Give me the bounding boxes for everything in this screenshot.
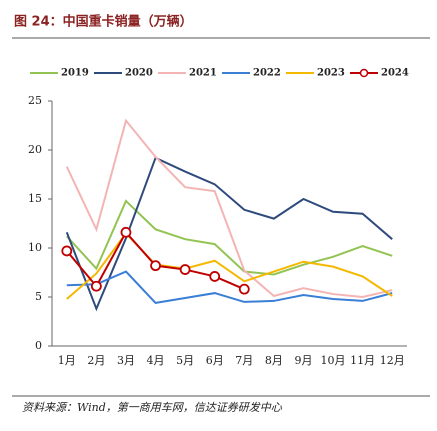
y-tick-label: 5 (35, 290, 42, 303)
legend-label: 2024 (381, 68, 409, 79)
series-line (66, 270, 393, 304)
legend-label: 2020 (125, 68, 153, 79)
point-marker (179, 264, 191, 275)
point-marker (238, 283, 250, 295)
x-tick-label: 5月 (176, 354, 194, 367)
x-tick-label: 11月 (350, 354, 375, 367)
series-line (66, 231, 393, 300)
chart-title: 图 24：中国重卡销量（万辆） (14, 14, 193, 30)
x-tick-label: 12月 (380, 354, 405, 367)
y-tick-label: 0 (35, 339, 42, 352)
x-tick-label: 1月 (58, 354, 76, 367)
x-tick-label: 6月 (206, 354, 224, 367)
series-line (66, 199, 393, 276)
x-tick-label: 7月 (235, 354, 253, 367)
legend-label: 2021 (189, 68, 217, 79)
x-tick-label: 9月 (294, 354, 312, 367)
source: 资料来源：Wind，第一商用车网，信达证券研发中心 (22, 401, 283, 414)
x-tick-label: 4月 (147, 354, 165, 367)
y-tick-label: 15 (28, 192, 42, 205)
x-tick-label: 2月 (87, 354, 105, 367)
y-tick-label: 25 (28, 94, 42, 107)
legend-label: 2022 (253, 68, 281, 79)
point-marker (150, 260, 161, 272)
series-line (65, 118, 393, 299)
y-tick-label: 10 (28, 241, 42, 254)
legend-label: 2023 (317, 68, 345, 79)
point-marker (90, 280, 102, 292)
legend-label: 2019 (61, 68, 89, 79)
x-tick-label: 3月 (117, 354, 135, 367)
point-marker (209, 271, 221, 282)
x-tick-label: 8月 (265, 354, 283, 367)
legend-marker (359, 68, 369, 78)
series-line (65, 156, 393, 312)
point-marker (120, 226, 132, 238)
point-marker (61, 245, 73, 257)
x-tick-label: 10月 (321, 354, 346, 367)
y-tick-label: 20 (28, 143, 42, 156)
